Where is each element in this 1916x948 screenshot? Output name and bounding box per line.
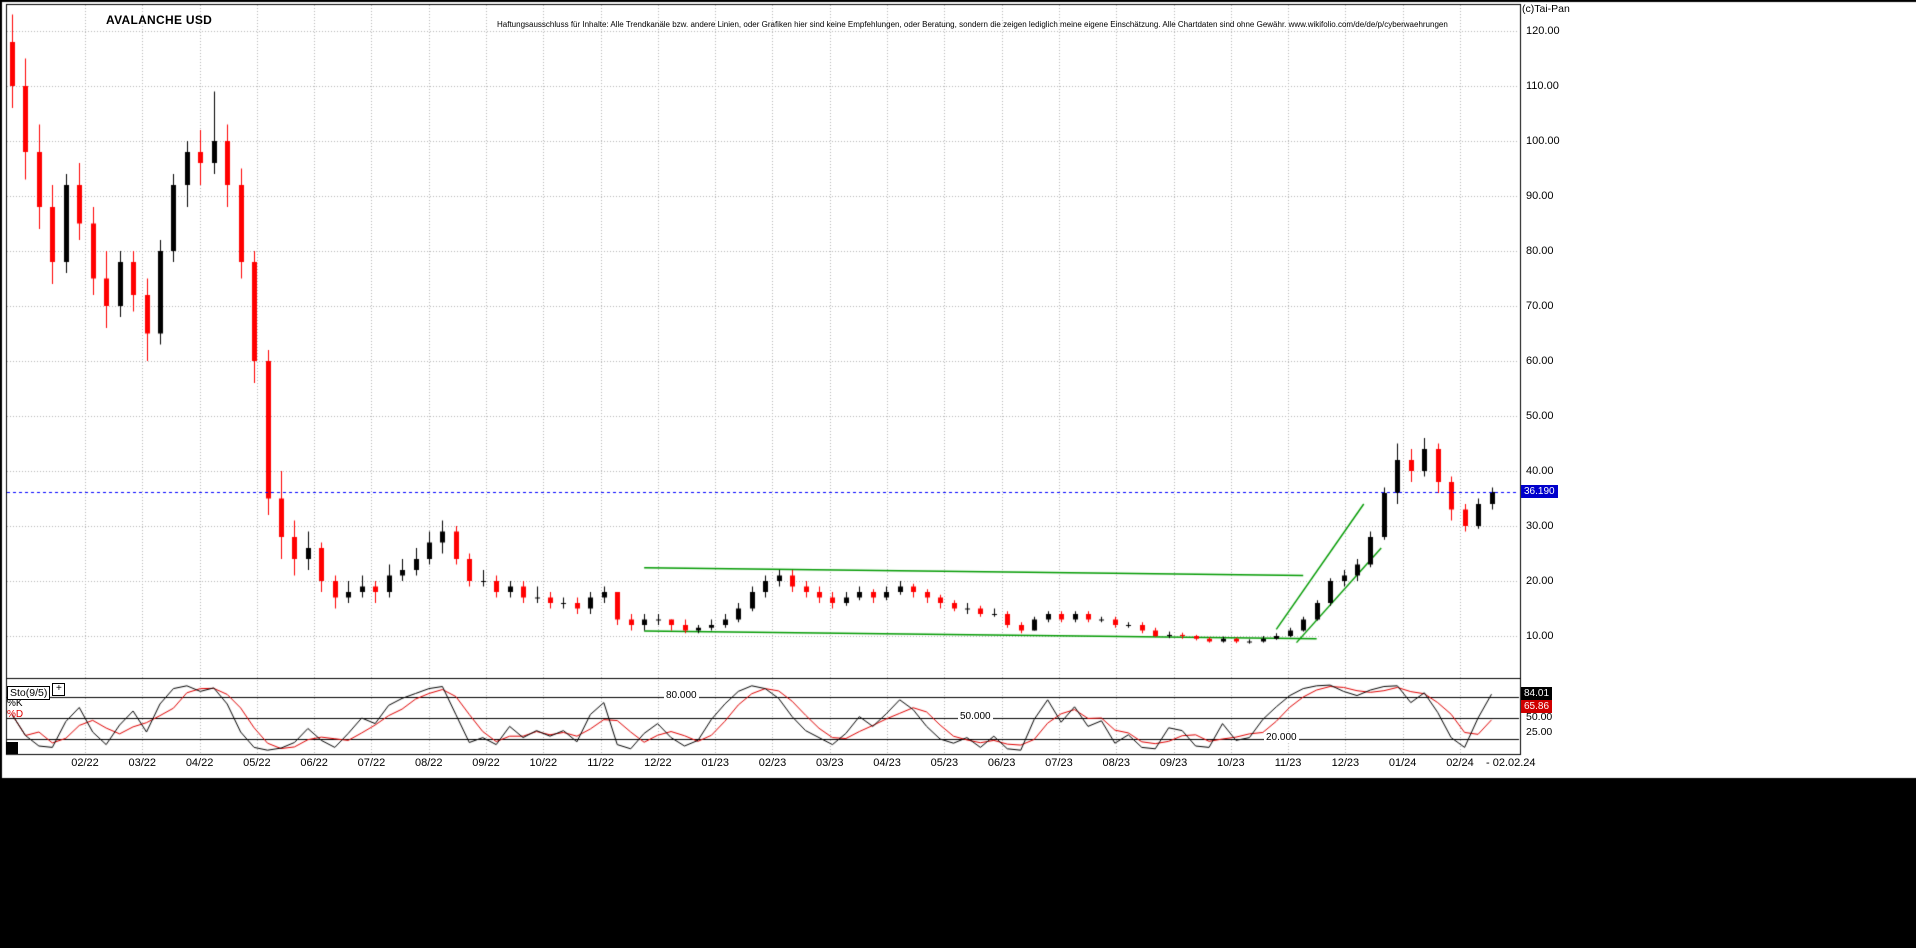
d-line-label: %D	[7, 709, 24, 720]
y-axis-label: 50.00	[1526, 409, 1554, 422]
y-axis-label: 20.00	[1526, 574, 1554, 587]
x-axis-label: 10/23	[1217, 757, 1245, 769]
oscillator-header: Sto(9/5) +	[7, 683, 66, 701]
x-axis-label: 12/22	[644, 757, 672, 769]
x-axis-label: 09/23	[1159, 757, 1188, 769]
x-axis-label: 05/23	[930, 757, 959, 769]
oscillator-settings-button[interactable]: +	[52, 683, 66, 696]
x-axis-label: 08/22	[414, 757, 443, 769]
last-date-label: - 02.02.24	[1486, 757, 1536, 769]
oscillator-scale-label-25: 25.00	[1526, 726, 1553, 738]
last-price-badge: 36.190	[1521, 485, 1558, 498]
y-axis-label: 60.00	[1526, 354, 1554, 367]
y-axis-label: 40.00	[1526, 464, 1554, 477]
chart-title: AVALANCHE USD	[106, 13, 213, 27]
x-axis-label: 01/23	[701, 757, 729, 769]
d-value-badge: 65.86	[1521, 700, 1553, 713]
oscillator-name-label: Sto(9/5)	[7, 686, 51, 700]
oscillator-gridline-label-20: 20.000	[1264, 732, 1299, 743]
x-axis-label: 03/22	[128, 757, 157, 769]
x-axis-label: 04/23	[873, 757, 901, 769]
oscillator-scale-label-50: 50.00	[1526, 711, 1553, 723]
oscillator-corner-marker	[6, 742, 18, 754]
x-axis-label: 02/24	[1446, 757, 1474, 769]
disclaimer-text: Haftungsausschluss für Inhalte: Alle Tre…	[497, 20, 1448, 29]
oscillator-gridline-label-50: 50.000	[958, 711, 993, 722]
x-axis-label: 11/22	[587, 757, 614, 769]
x-axis-label: 06/22	[300, 757, 328, 769]
x-axis-label: 03/23	[816, 757, 844, 769]
x-axis-label: 09/22	[472, 757, 500, 769]
k-line-label: %K	[7, 698, 23, 709]
x-axis-label: 07/22	[357, 757, 386, 769]
y-axis-label: 110.00	[1526, 79, 1559, 92]
y-axis-label: 10.00	[1526, 629, 1554, 642]
y-axis-label: 80.00	[1526, 244, 1554, 257]
x-axis-label: 06/23	[987, 757, 1016, 769]
y-axis-label: 90.00	[1526, 189, 1554, 202]
x-axis-label: 12/23	[1331, 757, 1360, 769]
y-axis-label: 70.00	[1526, 299, 1554, 312]
x-axis-label: 10/22	[529, 757, 558, 769]
oscillator-gridline-label-80: 80.000	[664, 690, 699, 701]
y-axis-label: 100.00	[1526, 134, 1560, 147]
x-axis-label: 02/23	[758, 757, 787, 769]
k-value-badge: 84.01	[1521, 687, 1553, 700]
y-axis-label: 120.00	[1526, 24, 1560, 37]
x-axis-label: 07/23	[1045, 757, 1073, 769]
copyright-label: (c)Tai-Pan	[1522, 3, 1570, 15]
x-axis-label: 02/22	[71, 757, 99, 769]
x-axis-label: 01/24	[1388, 757, 1417, 769]
x-axis-label: 04/22	[185, 757, 214, 769]
x-axis-label: 08/23	[1102, 757, 1130, 769]
y-axis-label: 30.00	[1526, 519, 1554, 532]
x-axis-label: 05/22	[243, 757, 271, 769]
x-axis-label: 11/23	[1274, 757, 1302, 769]
